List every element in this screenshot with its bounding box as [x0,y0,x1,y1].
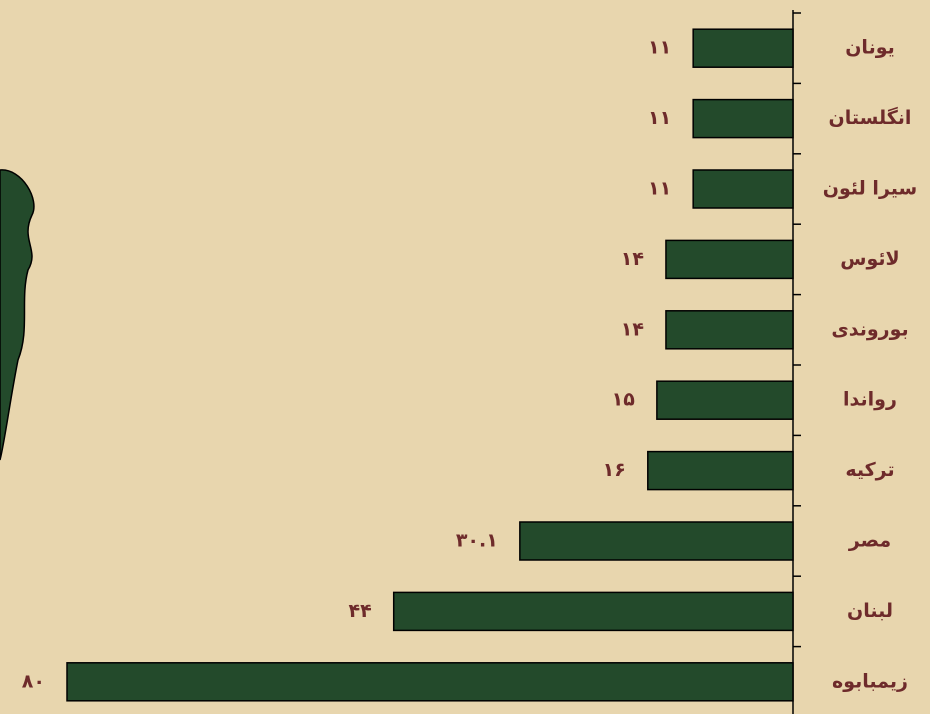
category-label: لائوس [840,248,899,270]
category-label: یونان [845,37,895,59]
bar [665,310,794,350]
value-label: ۱۱ [648,37,671,59]
value-label: ۱۴ [621,248,644,270]
category-label: انگلستان [829,106,912,129]
bar [665,239,794,280]
category-label: مصر [848,530,891,552]
bar [656,380,794,420]
value-label: ۱۴ [621,318,644,340]
value-label: ۴۴ [348,600,371,622]
decorative-leaf [0,169,35,461]
category-label: ترکیه [845,459,894,481]
category-label: بوروندی [831,318,908,340]
bar [392,591,794,632]
bar [519,521,794,561]
category-label: لبنان [847,600,893,622]
value-label: ۱۶ [603,459,626,481]
bar [692,169,794,209]
bar [647,450,794,491]
value-label: ۱۵ [612,389,636,411]
category-label: زیمبابوه [832,670,908,692]
value-label: ۳۰.۱ [456,530,498,552]
bar [66,662,794,702]
category-label: رواندا [843,389,897,411]
category-label: سیرا لئون [823,178,917,200]
value-label: ۸۰ [22,670,45,692]
bar [692,28,794,68]
value-label: ۱۱ [648,178,671,200]
value-label: ۱۱ [648,107,671,129]
bar [692,98,794,139]
